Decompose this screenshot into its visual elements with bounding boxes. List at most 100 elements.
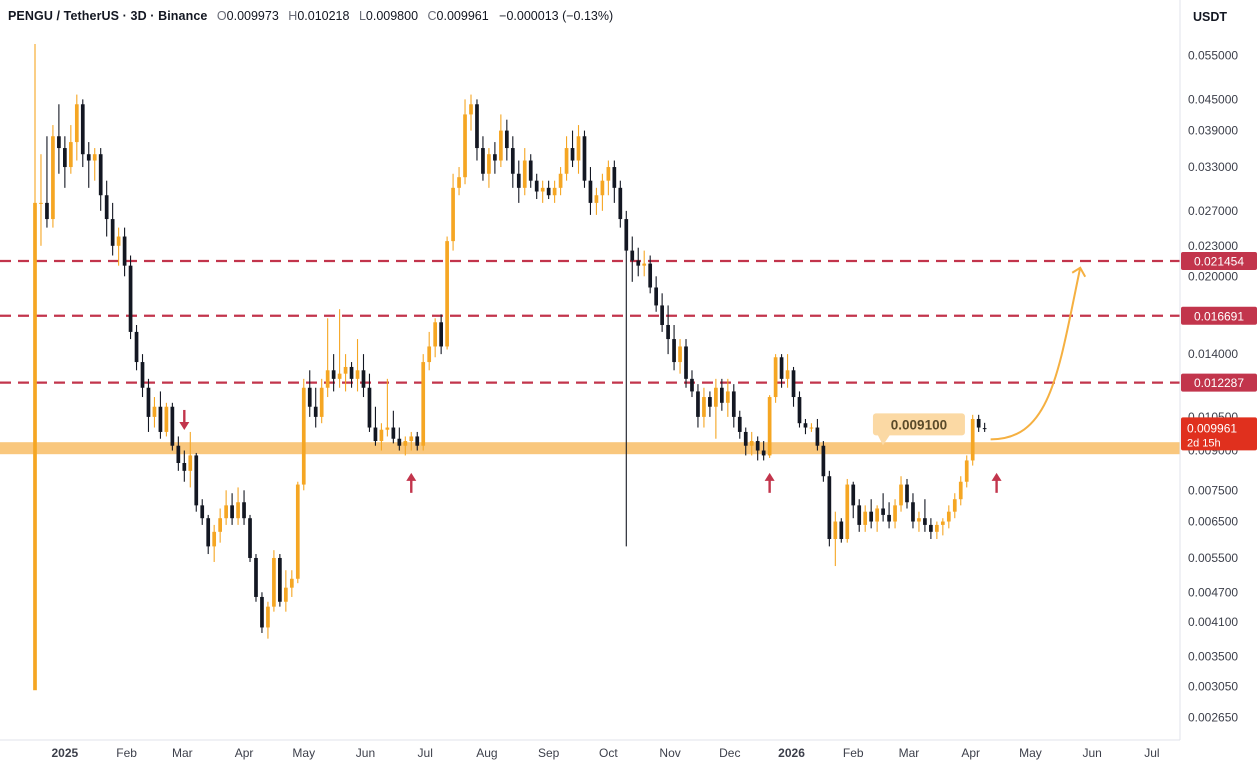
candle-body — [636, 260, 641, 266]
candle-body — [116, 236, 121, 246]
change-value: −0.000013 (−0.13%) — [499, 9, 614, 23]
price-tick: 0.006500 — [1188, 515, 1238, 529]
candle-body — [600, 180, 605, 196]
candle-body — [779, 357, 784, 379]
candle-body — [86, 154, 91, 161]
candle-body — [140, 362, 145, 388]
candle-body — [224, 505, 228, 519]
annotation-layer: 0.009100 — [179, 266, 1087, 493]
time-tick: Nov — [659, 746, 680, 760]
candle-body — [905, 484, 909, 503]
candle-body — [976, 418, 981, 428]
price-tick: 0.004100 — [1188, 615, 1238, 629]
candle-body — [917, 518, 921, 522]
candle-body — [618, 187, 623, 220]
candle-body — [158, 406, 163, 432]
candle-body — [295, 484, 300, 579]
candle-body — [708, 397, 712, 407]
candle-body — [39, 202, 43, 204]
candle-body — [493, 154, 497, 161]
candle-body — [678, 346, 682, 363]
candle-body — [546, 187, 551, 196]
low-label: L — [358, 9, 366, 23]
candle-body — [487, 154, 491, 174]
time-tick: Apr — [235, 746, 254, 760]
candle-body — [98, 154, 103, 196]
time-tick: 2026 — [778, 746, 805, 760]
price-tick: 0.033000 — [1188, 160, 1238, 174]
candle-body — [433, 322, 438, 347]
time-tick: Mar — [899, 746, 920, 760]
candle-body — [887, 514, 891, 522]
candle-body — [935, 524, 939, 532]
candle-body — [146, 387, 151, 417]
candle-body — [457, 177, 461, 188]
candle-body — [869, 511, 874, 522]
candle-body — [134, 331, 139, 363]
candle-body — [612, 167, 617, 188]
candle-body — [702, 397, 706, 417]
time-tick: May — [1019, 746, 1042, 760]
candle-body — [337, 373, 342, 379]
candle-body — [863, 511, 868, 525]
time-tick: Dec — [719, 746, 740, 760]
symbol-title[interactable]: PENGU / TetherUS · 3D · Binance — [8, 9, 208, 23]
candle-body — [570, 148, 575, 161]
candle-body — [92, 154, 97, 161]
candle-body — [630, 250, 635, 261]
price-tick: 0.020000 — [1188, 269, 1238, 283]
price-tick: 0.003500 — [1188, 650, 1238, 664]
candle-body — [672, 339, 676, 363]
candle-body — [534, 180, 539, 192]
candle-body — [236, 502, 240, 519]
candle-body — [911, 502, 915, 522]
candle-body — [415, 436, 420, 446]
candle-body — [230, 505, 234, 519]
arrow-up-icon — [991, 472, 1002, 493]
candle-body — [773, 357, 778, 398]
candle-body — [666, 324, 670, 340]
candle-body — [737, 416, 742, 432]
plot-background — [0, 0, 1180, 740]
level-tag-2: 0.016691 — [1181, 306, 1257, 325]
candle-body — [212, 531, 217, 547]
time-tick: May — [292, 746, 315, 760]
price-tick: 0.003050 — [1188, 680, 1238, 694]
candle-body — [899, 484, 903, 506]
support-zone — [0, 442, 1180, 455]
price-tick: 0.039000 — [1188, 124, 1238, 138]
candle-body — [397, 438, 402, 446]
time-tick: Sep — [538, 746, 560, 760]
arrow-up-icon — [406, 472, 417, 493]
candle-body — [731, 391, 736, 417]
candle-body — [648, 263, 653, 288]
time-axis[interactable]: 2025 Feb Mar Apr May Jun Jul Aug Sep Oct Nov Dec 202… — [52, 746, 1160, 760]
time-tick: Jul — [1144, 746, 1159, 760]
callout-pointer — [876, 433, 891, 446]
candle-body — [164, 406, 169, 432]
level-tag-box — [1181, 251, 1257, 270]
price-callout: 0.009100 — [872, 413, 965, 446]
candle-body — [355, 370, 360, 379]
candle-body — [206, 518, 211, 547]
candle-body — [182, 462, 187, 471]
candle-body — [821, 445, 826, 477]
candle-body — [582, 136, 587, 181]
price-tick: 0.045000 — [1188, 92, 1238, 106]
candle-body — [68, 142, 73, 168]
candle-body — [361, 370, 366, 388]
candles-layer — [33, 44, 987, 691]
candle-body — [188, 455, 193, 471]
candle-body — [242, 502, 246, 519]
arrow-down-icon — [179, 409, 190, 430]
candle-body — [301, 387, 306, 485]
candle-body — [540, 187, 545, 192]
level-tag-box — [1181, 373, 1257, 392]
candle-body — [45, 202, 49, 220]
candle-body — [373, 427, 378, 442]
candle-body — [475, 104, 479, 149]
candle-body — [714, 387, 718, 407]
candle-body — [684, 346, 688, 379]
price-tick: 0.023000 — [1188, 239, 1238, 253]
